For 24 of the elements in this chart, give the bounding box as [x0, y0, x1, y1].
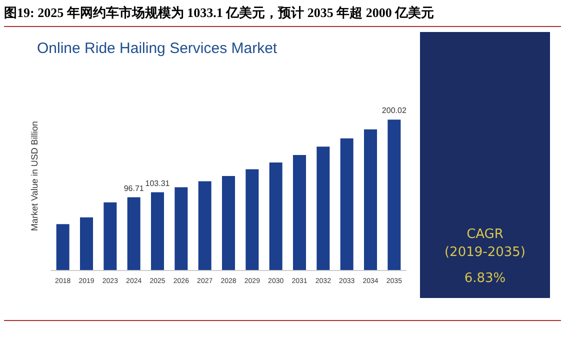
bar [340, 138, 354, 270]
text: (2019-2035) [443, 244, 526, 262]
chart-subtitle: Online Ride Hailing Services Market [37, 40, 278, 57]
bar [104, 202, 117, 270]
bar [56, 224, 70, 270]
chart-title: 图19: 2025 年网约车市场规模为 1033.1 亿美元，预计 2035 年超 2000 亿美元 [4, 4, 434, 22]
bar [269, 162, 282, 270]
bar [150, 192, 164, 270]
bar [292, 154, 306, 270]
bar [127, 197, 140, 270]
bar [80, 217, 94, 270]
y-axis-title: Market Value in USD Billion [30, 121, 40, 231]
bar [222, 176, 236, 270]
bar [174, 187, 188, 270]
bar [246, 169, 259, 270]
text: CAGR [466, 226, 504, 244]
bar [198, 181, 212, 270]
bar [316, 146, 330, 270]
data-label: 200.02 [382, 106, 407, 116]
data-label: 96.71 [124, 184, 144, 193]
data-label: 103.31 [145, 178, 170, 188]
text: 6.83% [463, 270, 507, 288]
bar [388, 120, 401, 270]
bar [364, 129, 378, 270]
